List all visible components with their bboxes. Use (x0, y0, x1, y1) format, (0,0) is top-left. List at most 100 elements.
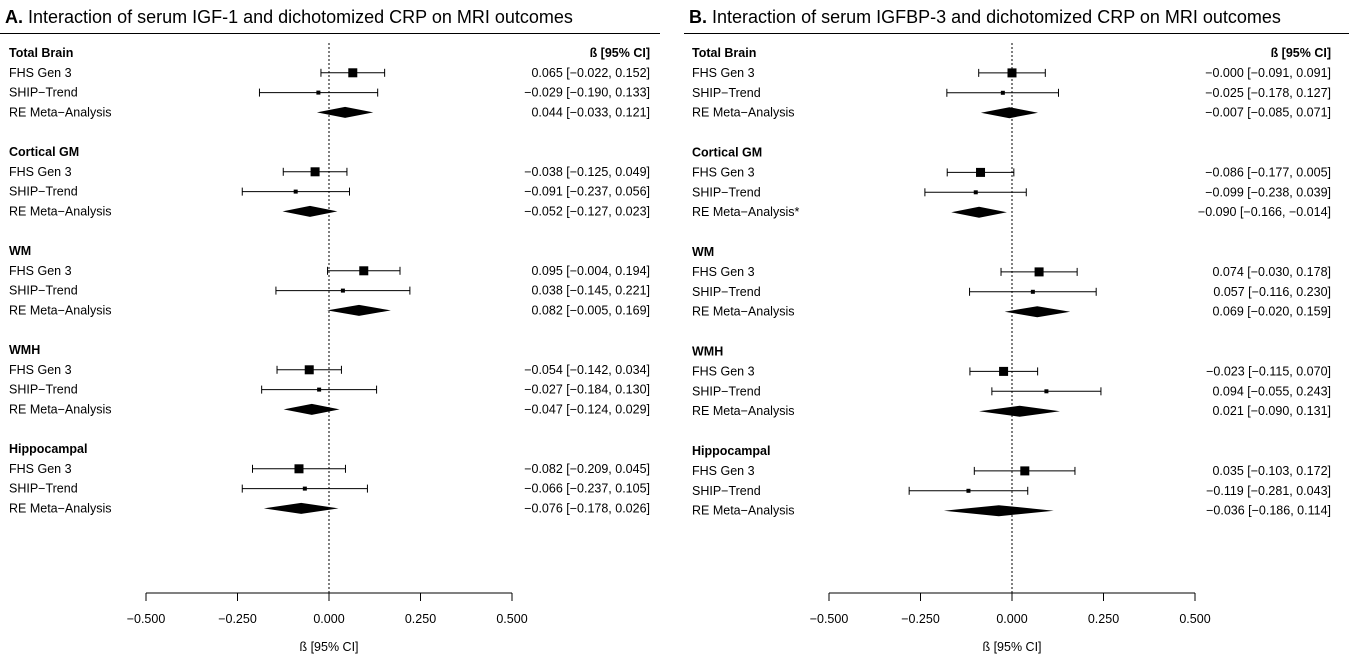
ci-value-label: −0.099 [−0.238, 0.039] (1205, 185, 1331, 199)
study-label: FHS Gen 3 (692, 464, 755, 478)
x-axis-title: ß [95% CI] (982, 640, 1041, 654)
study-label: SHIP−Trend (9, 482, 78, 496)
ci-value-label: −0.023 [−0.115, 0.070] (1206, 364, 1331, 378)
summary-diamond (979, 405, 1060, 417)
point-estimate (1000, 90, 1005, 95)
point-estimate (316, 90, 321, 95)
ci-value-label: 0.038 [−0.145, 0.221] (531, 284, 650, 298)
study-label: SHIP−Trend (692, 384, 761, 398)
study-label: SHIP−Trend (692, 484, 761, 498)
ci-value-label: −0.036 [−0.186, 0.114] (1206, 504, 1331, 518)
ci-value-label: −0.038 [−0.125, 0.049] (524, 165, 650, 179)
point-estimate (293, 189, 298, 194)
ci-value-label: −0.066 [−0.237, 0.105] (524, 482, 650, 496)
point-estimate (317, 387, 322, 392)
ci-value-label: −0.082 [−0.209, 0.045] (524, 462, 650, 476)
ci-column-header: ß [95% CI] (1271, 46, 1331, 60)
ci-value-label: 0.082 [−0.005, 0.169] (531, 303, 650, 317)
point-estimate (294, 464, 304, 474)
point-estimate (1007, 68, 1017, 78)
summary-diamond (263, 502, 339, 514)
summary-diamond (316, 106, 374, 118)
study-label: FHS Gen 3 (692, 364, 755, 378)
ci-value-label: 0.044 [−0.033, 0.121] (531, 105, 650, 119)
ci-value-label: −0.086 [−0.177, 0.005] (1205, 165, 1331, 179)
ci-value-label: −0.025 [−0.178, 0.127] (1205, 86, 1331, 100)
ci-value-label: −0.090 [−0.166, −0.014] (1198, 205, 1331, 219)
point-estimate (1044, 389, 1049, 394)
panel-a-title-rule (0, 33, 660, 34)
point-estimate (304, 365, 314, 375)
summary-diamond (1004, 306, 1071, 318)
group-label: Total Brain (692, 46, 756, 60)
ci-value-label: 0.069 [−0.020, 0.159] (1212, 305, 1331, 319)
group-label: WMH (9, 343, 40, 357)
point-estimate (966, 488, 971, 493)
ci-value-label: 0.057 [−0.116, 0.230] (1213, 285, 1331, 299)
summary-diamond (283, 403, 340, 415)
point-estimate (302, 486, 307, 491)
group-label: WM (9, 244, 31, 258)
point-estimate (999, 366, 1009, 376)
study-label: RE Meta−Analysis (9, 501, 111, 515)
study-label: RE Meta−Analysis (692, 106, 794, 120)
point-estimate (359, 266, 369, 276)
x-tick-label: −0.500 (127, 612, 166, 626)
x-tick-label: 0.250 (1088, 612, 1119, 626)
x-tick-label: 0.000 (313, 612, 344, 626)
ci-value-label: −0.054 [−0.142, 0.034] (524, 363, 650, 377)
study-label: SHIP−Trend (692, 185, 761, 199)
study-label: FHS Gen 3 (9, 165, 72, 179)
group-label: WM (692, 245, 714, 259)
group-label: Total Brain (9, 46, 73, 60)
x-axis-title: ß [95% CI] (299, 640, 358, 654)
study-label: SHIP−Trend (692, 285, 761, 299)
x-tick-label: 0.500 (496, 612, 527, 626)
group-label: Hippocampal (9, 442, 88, 456)
study-label: RE Meta−Analysis (692, 305, 794, 319)
study-label: SHIP−Trend (9, 86, 78, 100)
study-label: RE Meta−Analysis* (692, 205, 799, 219)
ci-value-label: −0.029 [−0.190, 0.133] (524, 86, 650, 100)
x-tick-label: −0.250 (901, 612, 940, 626)
ci-value-label: 0.021 [−0.090, 0.131] (1212, 404, 1331, 418)
ci-value-label: −0.047 [−0.124, 0.029] (524, 402, 650, 416)
study-label: RE Meta−Analysis (692, 504, 794, 518)
study-label: FHS Gen 3 (9, 462, 72, 476)
study-label: RE Meta−Analysis (9, 105, 111, 119)
study-label: FHS Gen 3 (692, 265, 755, 279)
ci-value-label: 0.094 [−0.055, 0.243] (1212, 384, 1331, 398)
summary-diamond (327, 304, 391, 316)
ci-value-label: −0.076 [−0.178, 0.026] (524, 501, 650, 515)
ci-value-label: −0.052 [−0.127, 0.023] (524, 204, 650, 218)
point-estimate (973, 190, 978, 195)
forest-plot-panel-b: B. Interaction of serum IGFBP-3 and dich… (684, 0, 1349, 664)
summary-diamond (951, 206, 1007, 218)
study-label: SHIP−Trend (9, 185, 78, 199)
x-tick-label: −0.250 (218, 612, 257, 626)
panel-b-title-text: Interaction of serum IGFBP-3 and dichoto… (712, 7, 1281, 27)
point-estimate (1020, 466, 1030, 476)
ci-value-label: 0.074 [−0.030, 0.178] (1212, 265, 1331, 279)
summary-diamond (282, 205, 338, 217)
panel-b-title-rule (684, 33, 1349, 34)
panel-a-letter: A. (5, 7, 23, 27)
group-label: Cortical GM (9, 145, 79, 159)
panel-b-letter: B. (689, 7, 707, 27)
study-label: SHIP−Trend (692, 86, 761, 100)
summary-diamond (980, 107, 1038, 119)
ci-column-header: ß [95% CI] (590, 46, 650, 60)
ci-value-label: −0.027 [−0.184, 0.130] (524, 383, 650, 397)
ci-value-label: 0.095 [−0.004, 0.194] (531, 264, 650, 278)
x-tick-label: 0.000 (996, 612, 1027, 626)
point-estimate (1030, 289, 1035, 294)
study-label: RE Meta−Analysis (9, 204, 111, 218)
summary-diamond (943, 505, 1054, 517)
study-label: FHS Gen 3 (9, 363, 72, 377)
x-tick-label: 0.500 (1179, 612, 1210, 626)
study-label: FHS Gen 3 (9, 264, 72, 278)
study-label: SHIP−Trend (9, 284, 78, 298)
study-label: FHS Gen 3 (692, 165, 755, 179)
study-label: RE Meta−Analysis (9, 303, 111, 317)
study-label: RE Meta−Analysis (692, 404, 794, 418)
